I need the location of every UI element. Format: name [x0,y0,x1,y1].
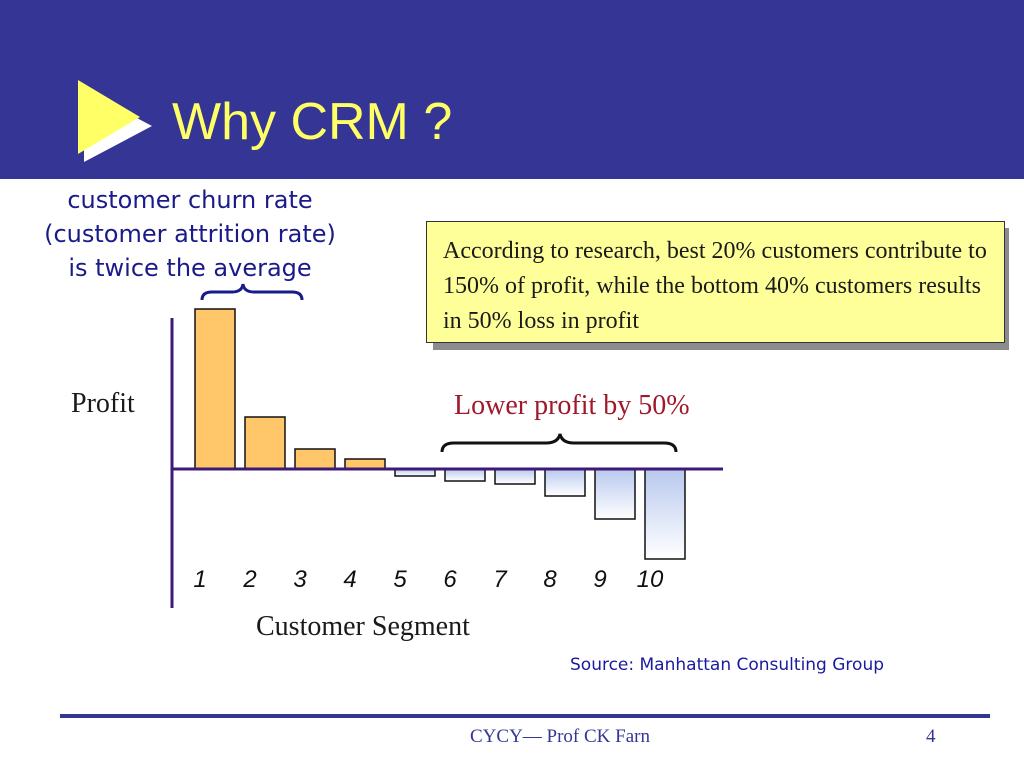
lower-profit-brace [440,433,678,453]
source-note: Source: Manhattan Consulting Group [570,655,885,675]
footer-credit: CYCY— Prof CK Farn [470,726,650,747]
bar-segment-1 [194,308,236,470]
x-tick-label: 3 [293,566,307,593]
slide-title: Why CRM ? [172,93,453,151]
x-tick-label: 10 [637,566,664,593]
bar-segment-6 [444,468,486,482]
x-tick-label: 5 [393,566,407,593]
bar-segment-7 [494,468,536,485]
bar-segment-10 [644,468,686,560]
x-axis-label: Customer Segment [256,611,470,642]
bar-segment-2 [244,416,286,470]
play-triangle-icon [78,80,152,162]
footer-divider [60,714,990,718]
y-axis-label: Profit [71,388,135,419]
bar-segment-3 [294,448,336,470]
x-tick-label: 7 [493,566,508,593]
x-tick-label: 1 [193,566,206,593]
churn-note: customer churn rate (customer attrition … [44,186,336,282]
churn-brace [200,283,304,301]
x-tick-label: 2 [242,566,256,593]
bar-segment-9 [594,468,636,520]
x-tick-label: 4 [343,566,356,593]
title-banner [0,0,1024,179]
x-tick-label: 6 [443,566,457,593]
page-number: 4 [926,726,936,747]
bar-segment-8 [544,468,586,497]
x-tick-label: 9 [593,566,606,593]
x-tick-label: 8 [543,566,557,593]
research-callout: According to research, best 20% customer… [426,221,1005,343]
lower-profit-note: Lower profit by 50% [454,390,690,421]
